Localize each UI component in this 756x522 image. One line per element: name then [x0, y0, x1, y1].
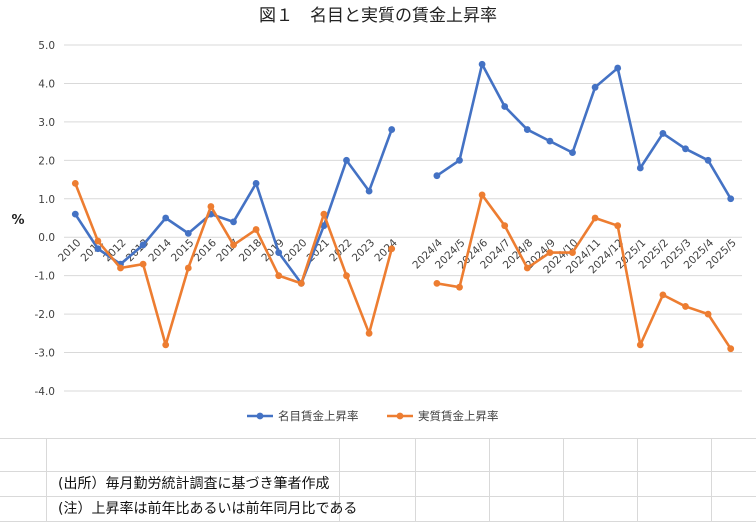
data-point	[184, 229, 192, 237]
data-point	[433, 279, 441, 287]
data-point	[365, 329, 373, 337]
data-point	[659, 291, 667, 299]
x-tick-label: 2024	[372, 237, 400, 265]
data-point	[478, 60, 486, 68]
series-line	[74, 128, 394, 285]
y-tick-label: 2.0	[38, 155, 55, 167]
data-point	[388, 245, 396, 253]
x-tick-label: 2020	[282, 237, 309, 264]
data-point	[456, 283, 463, 291]
data-point	[478, 191, 486, 199]
data-point	[117, 264, 124, 272]
y-tick-label: 3.0	[38, 117, 55, 129]
data-point	[94, 245, 102, 253]
data-point	[523, 264, 531, 272]
data-point	[591, 214, 599, 222]
data-point	[94, 237, 102, 245]
data-point	[704, 156, 712, 164]
data-point	[71, 180, 79, 187]
data-point	[71, 210, 79, 218]
legend-label: 実質賃金上昇率	[418, 409, 499, 423]
data-point	[162, 341, 170, 349]
x-tick-labels: 2010201120122013201420152016201720182019…	[56, 237, 739, 277]
legend-label: 名目賃金上昇率	[278, 409, 359, 423]
data-point	[320, 210, 328, 218]
y-tick-label: -1.0	[35, 271, 56, 283]
data-point	[636, 164, 644, 172]
y-tick-label: 5.0	[38, 40, 55, 52]
footnote: (注）上昇率は前年比あるいは前年同月比である	[58, 501, 358, 517]
data-point	[682, 145, 689, 153]
data-point	[614, 222, 622, 230]
y-tick-label: 0.0	[38, 232, 55, 244]
legend-swatch-marker	[256, 412, 264, 420]
series-line	[435, 193, 733, 351]
data-point	[388, 126, 396, 133]
gridlines	[64, 44, 742, 392]
data-point	[727, 195, 735, 203]
data-point	[546, 137, 554, 145]
data-point	[184, 264, 192, 272]
data-point	[682, 303, 689, 310]
data-point	[252, 226, 260, 233]
data-point	[252, 180, 260, 187]
y-tick-labels: 5.0 4.0 3.0 2.0 1.0 0.0 -1.0 -2.0 -3.0 -4.0	[35, 40, 56, 398]
data-point	[207, 203, 215, 210]
data-point	[501, 222, 509, 230]
x-tick-label: 2014	[146, 237, 174, 265]
legend: 名目賃金上昇率 実質賃金上昇率	[247, 409, 499, 423]
y-tick-label: 1.0	[38, 194, 55, 206]
legend-item: 名目賃金上昇率	[247, 409, 359, 423]
wage-growth-chart: 図１ 名目と実質の賃金上昇率 % 5.0 4.0 3.0 2.0 1.0 0.0 -1.0 -…	[11, 6, 742, 423]
y-tick-label: -2.0	[35, 309, 56, 321]
data-point	[139, 241, 147, 249]
data-point	[230, 241, 237, 249]
data-point	[275, 272, 283, 280]
legend-item: 実質賃金上昇率	[387, 409, 499, 423]
source-note: (出所）毎月勤労統計調査に基づき筆者作成	[58, 476, 330, 492]
x-tick-label: 2023	[350, 237, 377, 264]
series-1	[71, 60, 735, 287]
y-tick-label: 4.0	[38, 78, 55, 90]
data-point	[162, 214, 170, 222]
data-point	[456, 156, 463, 164]
series-2	[71, 180, 735, 353]
legend-swatch-marker	[396, 412, 404, 420]
data-point	[501, 103, 509, 110]
data-point	[365, 187, 373, 195]
series-line	[435, 62, 733, 201]
data-point	[659, 130, 667, 137]
data-point	[297, 279, 305, 287]
data-point	[275, 249, 283, 256]
data-point	[343, 156, 350, 164]
data-point	[704, 310, 712, 318]
data-point	[139, 260, 147, 268]
data-point	[320, 222, 328, 230]
data-point	[546, 249, 554, 256]
y-tick-label: -3.0	[35, 348, 56, 360]
chart-notes: (出所）毎月勤労統計調査に基づき筆者作成 (注）上昇率は前年比あるいは前年同月比…	[58, 472, 357, 522]
data-point	[569, 149, 576, 157]
data-point	[569, 249, 576, 256]
data-point	[591, 83, 599, 91]
x-tick-label: 2010	[56, 237, 83, 264]
series-lines	[71, 60, 735, 353]
data-point	[230, 218, 237, 226]
data-point	[727, 345, 735, 353]
data-point	[614, 64, 622, 72]
y-axis-label: %	[11, 213, 24, 228]
y-tick-label: -4.0	[35, 386, 56, 398]
data-point	[523, 126, 531, 133]
data-point	[636, 341, 644, 349]
data-point	[433, 172, 441, 180]
chart-title: 図１ 名目と実質の賃金上昇率	[259, 6, 497, 26]
data-point	[343, 272, 350, 280]
